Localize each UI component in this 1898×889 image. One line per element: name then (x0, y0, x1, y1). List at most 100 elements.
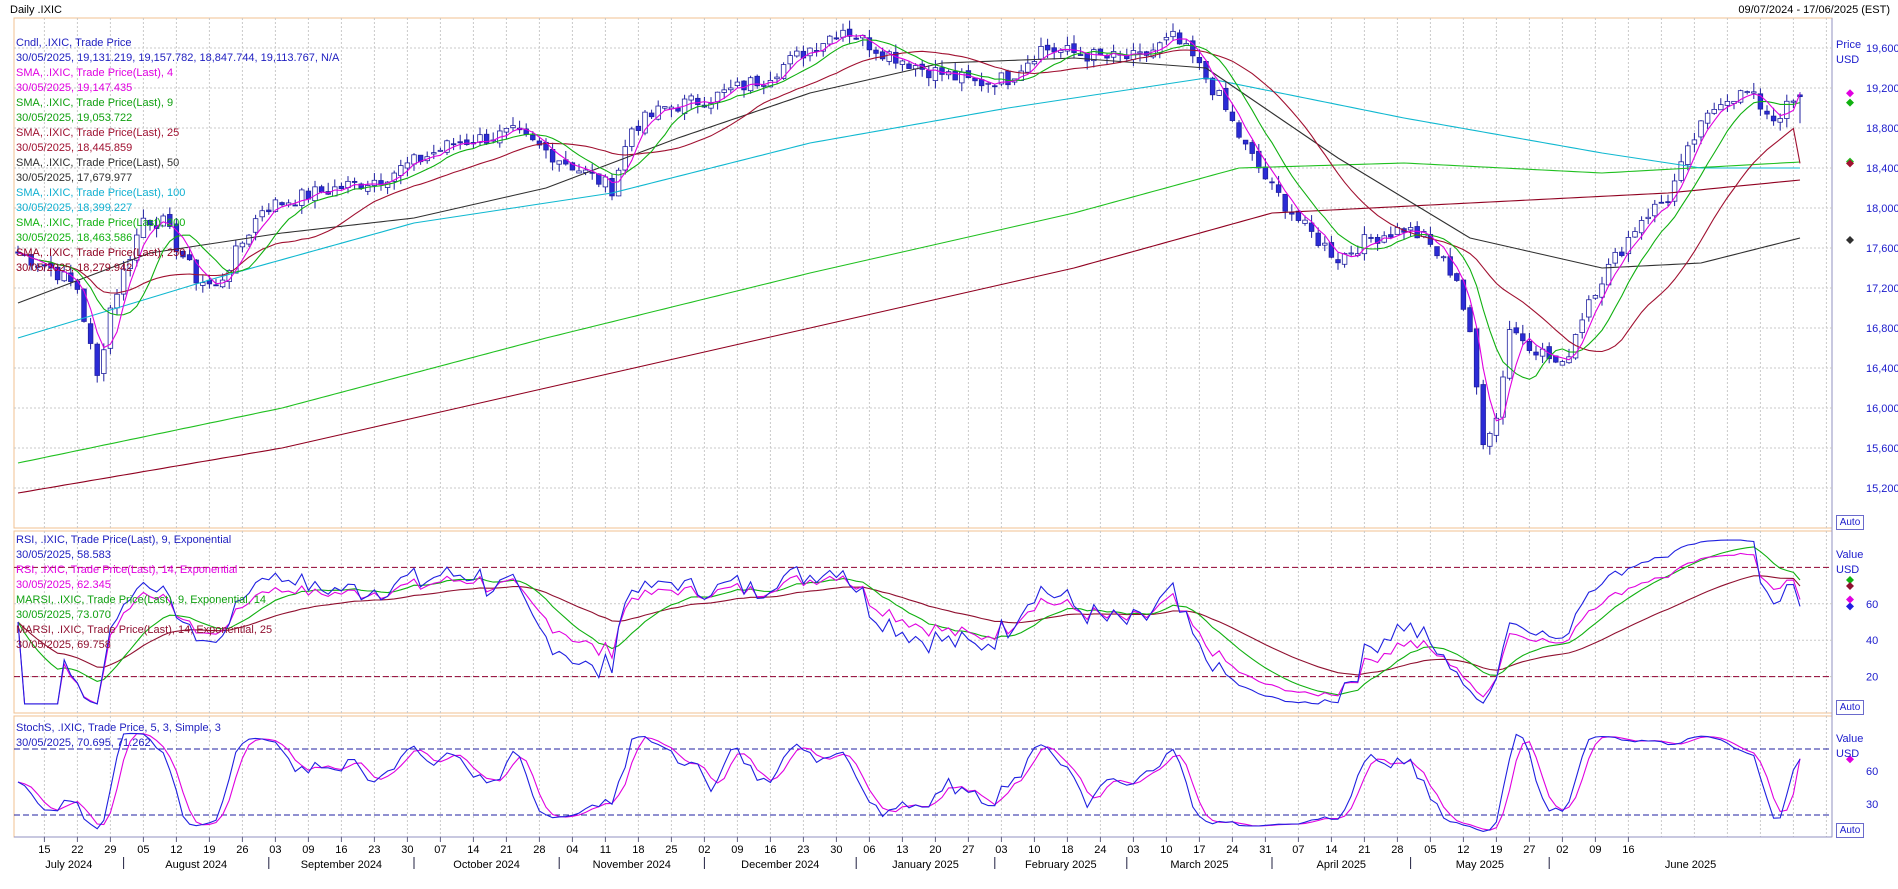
x-month-label: January 2025 (892, 859, 959, 871)
legend-entry: 30/05/2025, 19,053.722 (16, 112, 133, 124)
price-marker (1846, 98, 1854, 107)
candle-body (873, 49, 879, 54)
candle-body (411, 154, 417, 165)
candle-body (1361, 234, 1368, 255)
candle-body (1579, 319, 1585, 333)
x-day-label: 22 (71, 844, 83, 856)
candle-body (655, 105, 661, 120)
x-day-label: 03 (269, 844, 281, 856)
candle-body (338, 185, 345, 189)
candle-body (1064, 45, 1071, 52)
x-month-label: July 2024 (45, 859, 92, 871)
legend-entry: MARSI, .IXIC, Trade Price(Last), 14, Exp… (16, 624, 273, 636)
candle-body (780, 64, 787, 79)
price-axis-unit: USD (1836, 54, 1860, 66)
candle-body (978, 79, 985, 87)
candle-body (1196, 56, 1203, 64)
candle-body (351, 181, 358, 183)
candle-body (1209, 77, 1216, 96)
x-day-label: 27 (962, 844, 974, 856)
candle-body (530, 134, 536, 141)
price-tick-label: 16,400 (1866, 363, 1898, 375)
candle-body (635, 125, 642, 131)
x-day-label: 19 (1490, 844, 1502, 856)
candle-body (101, 349, 107, 374)
legend-entry: Cndl, .IXIC, Trade Price (16, 37, 132, 49)
candle-body (1302, 219, 1308, 224)
rsi-tick-label: 20 (1866, 672, 1878, 684)
candle-body (252, 218, 259, 233)
legend-entry: StochS, .IXIC, Trade Price, 5, 3, Simple… (16, 722, 221, 734)
candle-body (642, 111, 648, 134)
candle-body (728, 87, 734, 91)
candle-body (1084, 53, 1090, 62)
x-day-label: 21 (1358, 844, 1370, 856)
candle-body (266, 209, 272, 213)
candle-body (1506, 329, 1513, 379)
candle-body (1315, 232, 1321, 246)
candle-body (1275, 184, 1282, 193)
candle-body (827, 35, 833, 45)
candle-body (992, 85, 998, 88)
x-day-label: 09 (302, 844, 314, 856)
price-tick-label: 15,200 (1866, 483, 1898, 495)
panel-frame (13, 530, 1833, 714)
candle-body (1025, 62, 1031, 73)
sma-9-line (17, 39, 1801, 380)
candle-body (107, 307, 114, 349)
legend-entry: 30/05/2025, 18,445.859 (16, 142, 133, 154)
candle-body (1308, 222, 1315, 232)
x-day-label: 07 (1292, 844, 1304, 856)
candle-body (180, 250, 186, 258)
candle-body (1480, 384, 1486, 446)
candle-body (807, 47, 813, 57)
x-day-label: 16 (335, 844, 347, 856)
x-day-label: 06 (863, 844, 875, 856)
candle-body (1797, 94, 1803, 98)
candle-body (1038, 45, 1044, 60)
x-day-label: 24 (1226, 844, 1238, 856)
candle-body (1440, 256, 1447, 259)
x-day-label: 28 (533, 844, 545, 856)
x-day-label: 10 (1160, 844, 1172, 856)
panel-frame (13, 715, 1833, 838)
candle-body (833, 37, 840, 40)
rsi-marker (1846, 602, 1854, 611)
candle-body (695, 97, 701, 106)
candle-body (1665, 201, 1671, 204)
candle-body (167, 214, 173, 227)
x-day-label: 21 (500, 844, 512, 856)
candle-body (1487, 432, 1493, 447)
candle-body (1137, 51, 1143, 54)
stoch-tick-label: 60 (1866, 766, 1878, 778)
candle-body (1434, 246, 1440, 257)
x-month-label: December 2024 (741, 859, 819, 871)
candle-body (1077, 54, 1084, 56)
x-day-label: 03 (1127, 844, 1139, 856)
x-day-label: 16 (764, 844, 776, 856)
rsi-auto-button[interactable]: Auto (1836, 700, 1864, 715)
candle-body (1223, 87, 1229, 111)
rsi-tick-label: 60 (1866, 599, 1878, 611)
candle-body (259, 210, 265, 218)
candle-body (404, 162, 411, 169)
candle-body (444, 140, 450, 153)
x-day-label: 28 (1391, 844, 1403, 856)
candle-body (754, 75, 760, 87)
marsi-14-line (17, 575, 1801, 676)
x-day-label: 18 (1061, 844, 1073, 856)
stoch-k-line (17, 732, 1801, 832)
price-axis-title: Price (1836, 39, 1862, 51)
candle-body (1328, 242, 1335, 258)
candle-body (985, 82, 991, 85)
candle-body (1724, 100, 1731, 106)
candle-body (714, 91, 721, 103)
x-month-label: March 2025 (1170, 859, 1228, 871)
stoch-auto-button[interactable]: Auto (1836, 823, 1864, 838)
candle-body (939, 67, 945, 75)
price-auto-button[interactable]: Auto (1836, 515, 1864, 530)
stoch-d-line (17, 733, 1801, 831)
x-day-label: 26 (236, 844, 248, 856)
candle-body (299, 189, 305, 206)
